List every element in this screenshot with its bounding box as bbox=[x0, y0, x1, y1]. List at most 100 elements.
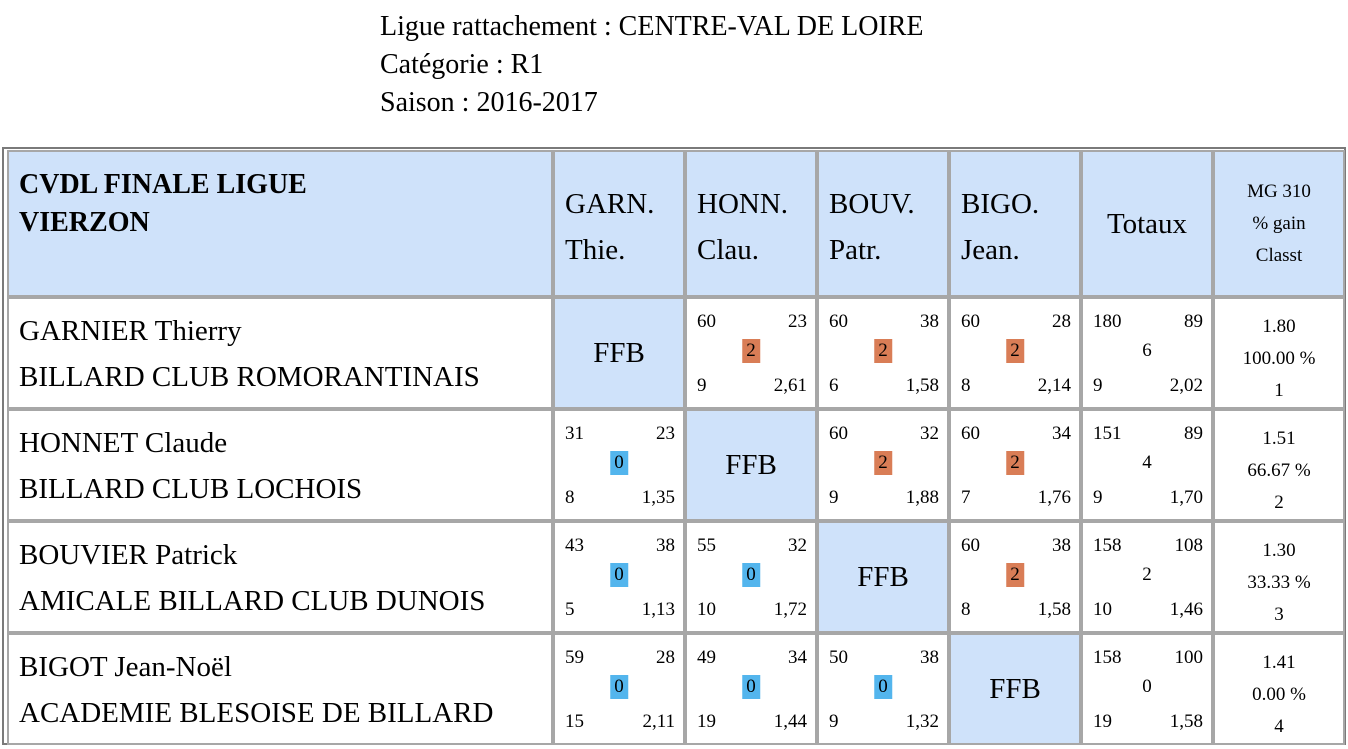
column-header-player: HONN. Clau. bbox=[685, 150, 817, 297]
player-info: BOUVIER Patrick AMICALE BILLARD CLUB DUNO… bbox=[19, 532, 485, 624]
best-series: 19 bbox=[1093, 711, 1112, 732]
player-name: HONNET Claude bbox=[19, 427, 228, 459]
best-series: 7 bbox=[961, 487, 971, 508]
average-value: 1,76 bbox=[1037, 487, 1071, 508]
stats-value: 1 bbox=[1274, 380, 1284, 401]
match-result-cell: 60 23 2 9 2,61 bbox=[685, 297, 817, 409]
points-scored: 31 bbox=[565, 423, 584, 444]
ffb-label: FFB bbox=[725, 448, 777, 481]
best-series: 9 bbox=[1093, 375, 1103, 396]
column-header-line: GARN. bbox=[565, 188, 655, 220]
player-cell: GARNIER Thierry BILLARD CLUB ROMORANTINAI… bbox=[7, 297, 553, 409]
match-points-badge: 0 bbox=[874, 675, 892, 699]
innings-count: 23 bbox=[656, 423, 675, 444]
stats-value: 4 bbox=[1274, 716, 1284, 737]
points-scored: 60 bbox=[961, 535, 980, 556]
player-name: BOUVIER Patrick bbox=[19, 539, 238, 571]
column-header-label: GARN. Thie. bbox=[565, 181, 654, 273]
stats-value: 2 bbox=[1274, 492, 1284, 513]
best-series: 5 bbox=[565, 599, 575, 620]
best-series: 9 bbox=[829, 487, 839, 508]
points-scored: 60 bbox=[697, 311, 716, 332]
match-points-badge: 0 bbox=[742, 675, 760, 699]
average-value: 1,35 bbox=[641, 487, 675, 508]
stats-value: 1.51 bbox=[1262, 428, 1296, 449]
column-header-line: Thie. bbox=[565, 234, 626, 266]
points-scored: 60 bbox=[961, 423, 980, 444]
player-cell: BIGOT Jean-Noël ACADEMIE BLESOISE DE BILL… bbox=[7, 633, 553, 745]
average-value: 1,32 bbox=[905, 711, 939, 732]
stats-header-line: Classt bbox=[1255, 245, 1303, 266]
innings-count: 38 bbox=[1052, 535, 1071, 556]
ffb-cell: FFB bbox=[685, 409, 817, 521]
best-series: 8 bbox=[565, 487, 575, 508]
player-info: GARNIER Thierry BILLARD CLUB ROMORANTINAI… bbox=[19, 308, 480, 400]
match-result-cell: 60 32 2 9 1,88 bbox=[817, 409, 949, 521]
match-points-badge: 0 bbox=[610, 451, 628, 475]
points-scored: 59 bbox=[565, 647, 584, 668]
column-header-line: HONN. bbox=[697, 188, 789, 220]
player-stats: 1.80 100.00 % 1 bbox=[1215, 311, 1343, 407]
column-header-line: Clau. bbox=[697, 234, 760, 266]
innings-count: 32 bbox=[920, 423, 939, 444]
table-title: CVDL FINALE LIGUE VIERZON bbox=[19, 166, 307, 242]
innings-count: 108 bbox=[1174, 535, 1204, 556]
stats-value: 100.00 % bbox=[1242, 348, 1316, 369]
stats-header-line: MG 310 bbox=[1247, 181, 1311, 202]
match-result-cell: 60 38 2 8 1,58 bbox=[949, 521, 1081, 633]
stats-value: 1.41 bbox=[1262, 652, 1296, 673]
match-result-cell: 59 28 0 15 2,11 bbox=[553, 633, 685, 745]
innings-count: 23 bbox=[788, 311, 807, 332]
stats-cell: 1.41 0.00 % 4 bbox=[1213, 633, 1345, 745]
player-stats: 1.30 33.33 % 3 bbox=[1215, 535, 1343, 631]
average-value: 1,58 bbox=[1037, 599, 1071, 620]
match-points-badge: 0 bbox=[742, 563, 760, 587]
innings-count: 34 bbox=[1052, 423, 1071, 444]
average-value: 1,44 bbox=[773, 711, 807, 732]
table-title-line: VIERZON bbox=[19, 207, 150, 238]
average-value: 1,72 bbox=[773, 599, 807, 620]
stats-value: 0.00 % bbox=[1252, 684, 1306, 705]
ligue-line: Ligue rattachement : CENTRE-VAL DE LOIRE bbox=[380, 11, 924, 42]
player-club: BILLARD CLUB ROMORANTINAIS bbox=[19, 361, 480, 393]
match-points-badge: 2 bbox=[1006, 339, 1024, 363]
points-scored: 180 bbox=[1093, 311, 1122, 332]
average-value: 1,58 bbox=[1169, 711, 1203, 732]
stats-cell: 1.80 100.00 % 1 bbox=[1213, 297, 1345, 409]
points-scored: 55 bbox=[697, 535, 716, 556]
average-value: 1,58 bbox=[905, 375, 939, 396]
match-points-badge: 4 bbox=[1142, 452, 1152, 473]
column-header-line: BOUV. bbox=[829, 188, 915, 220]
points-scored: 50 bbox=[829, 647, 848, 668]
stats-header: MG 310 % gain Classt bbox=[1215, 176, 1343, 272]
match-points-badge: 0 bbox=[610, 563, 628, 587]
column-header-line: Jean. bbox=[961, 234, 1020, 266]
column-header-line: BIGO. bbox=[961, 188, 1040, 220]
column-header-label: BIGO. Jean. bbox=[961, 181, 1039, 273]
match-points-badge: 0 bbox=[1142, 676, 1152, 697]
match-result-cell: 50 38 0 9 1,32 bbox=[817, 633, 949, 745]
column-header-player: GARN. Thie. bbox=[553, 150, 685, 297]
average-value: 1,88 bbox=[905, 487, 939, 508]
player-club: AMICALE BILLARD CLUB DUNOIS bbox=[19, 585, 486, 617]
stats-value: 33.33 % bbox=[1247, 572, 1311, 593]
player-name: BIGOT Jean-Noël bbox=[19, 651, 232, 683]
results-table: CVDL FINALE LIGUE VIERZON GARN. Thie. HONN. C… bbox=[2, 147, 1346, 745]
totals-cell: 151 89 4 9 1,70 bbox=[1081, 409, 1213, 521]
player-cell: BOUVIER Patrick AMICALE BILLARD CLUB DUNO… bbox=[7, 521, 553, 633]
column-header-stats: MG 310 % gain Classt bbox=[1213, 150, 1345, 297]
match-points-badge: 2 bbox=[742, 339, 760, 363]
column-header-label: BOUV. Patr. bbox=[829, 181, 915, 273]
match-points-badge: 6 bbox=[1142, 340, 1152, 361]
saison-line: Saison : 2016-2017 bbox=[380, 87, 598, 118]
innings-count: 38 bbox=[656, 535, 675, 556]
stats-header-line: % gain bbox=[1252, 213, 1306, 234]
match-points-badge: 2 bbox=[1006, 451, 1024, 475]
player-info: BIGOT Jean-Noël ACADEMIE BLESOISE DE BILL… bbox=[19, 644, 493, 736]
innings-count: 100 bbox=[1174, 647, 1204, 668]
points-scored: 60 bbox=[829, 311, 848, 332]
best-series: 8 bbox=[961, 599, 971, 620]
best-series: 9 bbox=[829, 711, 839, 732]
ffb-cell: FFB bbox=[949, 633, 1081, 745]
match-points-badge: 2 bbox=[1006, 563, 1024, 587]
